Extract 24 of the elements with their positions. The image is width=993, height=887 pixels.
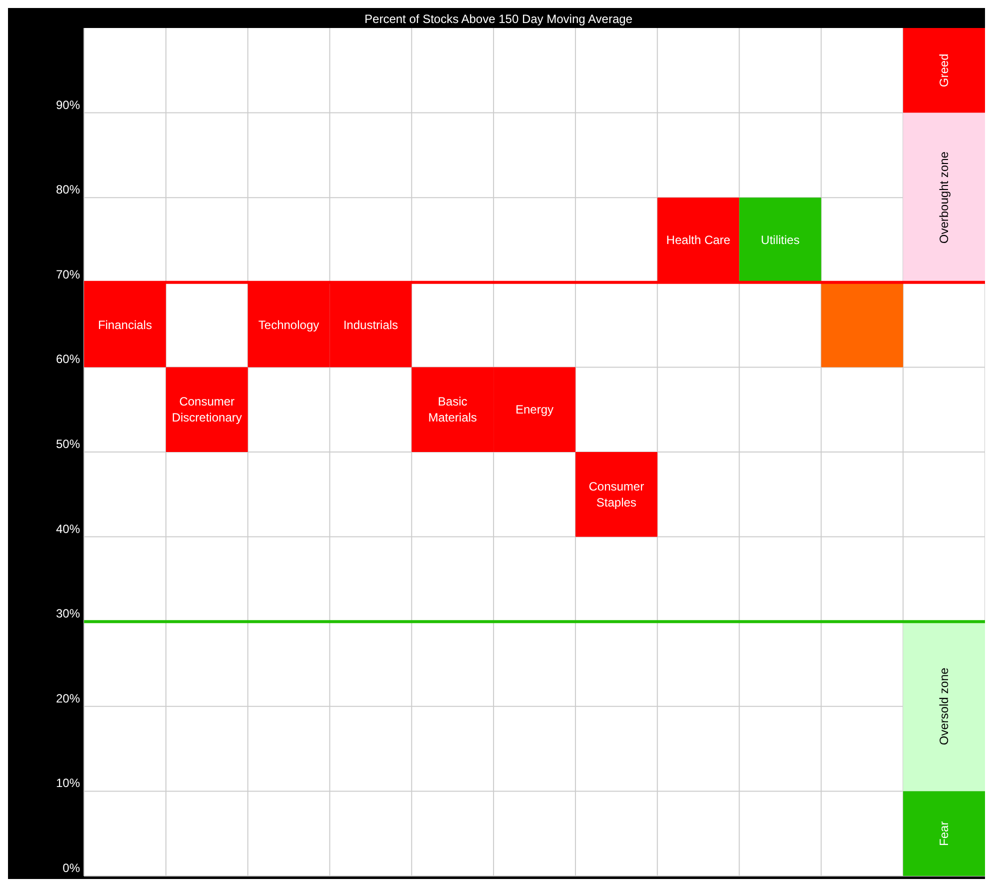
chart-title: Percent of Stocks Above 150 Day Moving Average [364,12,633,26]
y-tick-label: 60% [56,352,80,366]
series-label: Overbought zone [937,151,952,244]
x-tick-label: Consumer Staples [588,479,644,510]
y-tick-label: 30% [56,606,80,621]
x-tick-label: Energy [515,402,554,417]
x-tick-label: Technology [258,318,320,332]
x-tick-label: Basic Materials [428,394,477,425]
y-tick-label: 10% [56,776,80,790]
y-tick-label: 20% [56,691,80,706]
y-tick-label: 50% [56,437,80,451]
x-tick-label: Utilities [760,233,800,247]
y-tick-label: 90% [56,98,80,112]
series-label: Greed [937,54,952,88]
series-label: Fear [937,821,952,846]
y-tick-label: 0% [62,861,80,875]
x-tick-label: Consumer Discretionary [172,394,242,425]
series-label: Oversold zone [937,667,952,746]
x-tick-label: Financials [98,318,152,332]
y-tick-label: 80% [56,182,80,197]
x-tick-label: Health Care [666,233,731,247]
y-tick-label: 70% [56,267,80,282]
x-tick-label: Industrials [343,318,398,332]
y-tick-label: 40% [56,522,80,536]
